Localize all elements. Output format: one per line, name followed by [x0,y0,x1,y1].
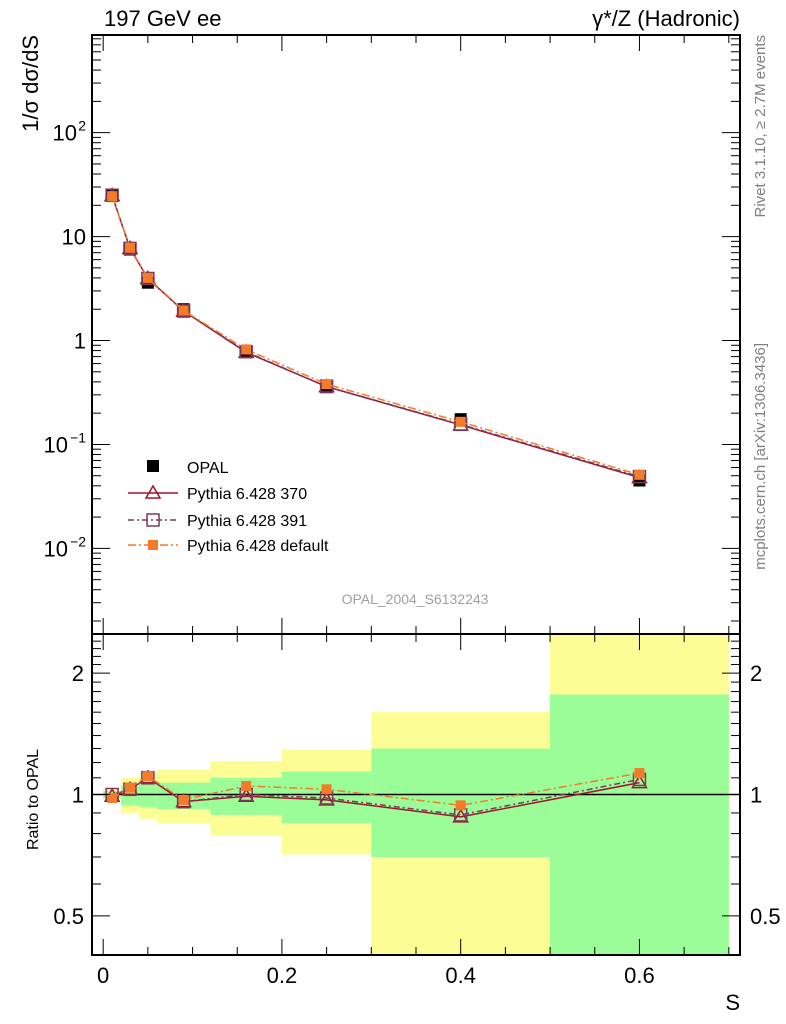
y-tick-label-exponent: −1 [70,429,86,445]
y-tick-label-exponent: 2 [78,118,86,134]
rivet-version-label: Rivet 3.1.10, ≥ 2.7M events [752,35,769,218]
ratio-point-0 [452,808,469,823]
series-point-2 [107,191,118,202]
legend-label-0: Pythia 6.428 370 [187,486,307,503]
ratio-y-tick-label: 1 [72,783,84,808]
ratio-point-2 [142,771,153,782]
ratio-point-2 [107,793,118,804]
ratio-y-tick-label: 2 [72,661,84,686]
series-point-2 [142,272,153,283]
ratio-y-axis-label: Ratio to OPAL [25,749,42,850]
series-line-0 [111,195,640,479]
ratio-band-stat [281,771,372,823]
series-line-1 [111,194,640,478]
x-axis-label: S [725,990,740,1015]
series-point-2 [634,469,645,480]
legend-label-opal: OPAL [187,460,229,477]
series-point-2 [455,416,466,427]
ratio-point-0 [631,774,648,789]
x-tick-label: 0 [97,963,109,988]
y-tick-label: 10 [62,225,86,250]
y-axis-label: 1/σ dσ/dS [18,35,43,132]
x-tick-label: 0.4 [445,963,476,988]
series-line-2 [111,195,640,476]
ratio-line-1 [111,776,640,816]
ratio-band-stat [550,694,729,955]
ratio-point-2 [178,794,189,805]
legend-label-2: Pythia 6.428 default [187,538,329,555]
ratio-y-tick-label: 0.5 [53,904,84,929]
series-point-2 [241,344,252,355]
y-tick-label-exponent: −2 [70,533,86,549]
title-right: γ*/Z (Hadronic) [592,6,740,31]
series-point-1 [105,188,119,202]
y-tick-label: 10 [53,121,77,146]
x-tick-label: 0.6 [624,963,655,988]
title-left: 197 GeV ee [104,6,221,31]
y-tick-label: 10 [44,536,68,561]
series-point-1 [123,241,137,256]
ratio-point-2 [634,768,645,779]
ratio-point-2 [241,780,252,791]
series-point-2 [124,242,135,253]
legend-marker-0 [144,484,162,499]
ratio-line-2 [111,772,640,807]
series-point-1 [176,304,191,318]
legend-label-1: Pythia 6.428 391 [187,513,307,530]
series-point-1 [141,271,155,286]
ratio-point-2 [455,800,466,811]
legend-marker-opal [147,460,159,472]
y-tick-label: 10 [44,432,68,457]
ratio-point-2 [321,784,332,795]
y-tick-label: 1 [74,329,86,354]
series-point-2 [321,379,332,390]
ratio-y-tick-label-right: 0.5 [750,904,781,929]
legend-marker-2 [148,540,158,550]
analysis-watermark: OPAL_2004_S6132243 [342,591,489,607]
legend-marker-1 [146,513,160,527]
mcplots-label: mcplots.cern.ch [arXiv:1306.3436] [752,343,769,570]
ratio-y-tick-label-right: 2 [750,661,762,686]
ratio-point-2 [124,782,135,793]
series-point-2 [178,305,189,316]
ratio-y-tick-label-right: 1 [750,783,762,808]
x-tick-label: 0.2 [267,963,298,988]
